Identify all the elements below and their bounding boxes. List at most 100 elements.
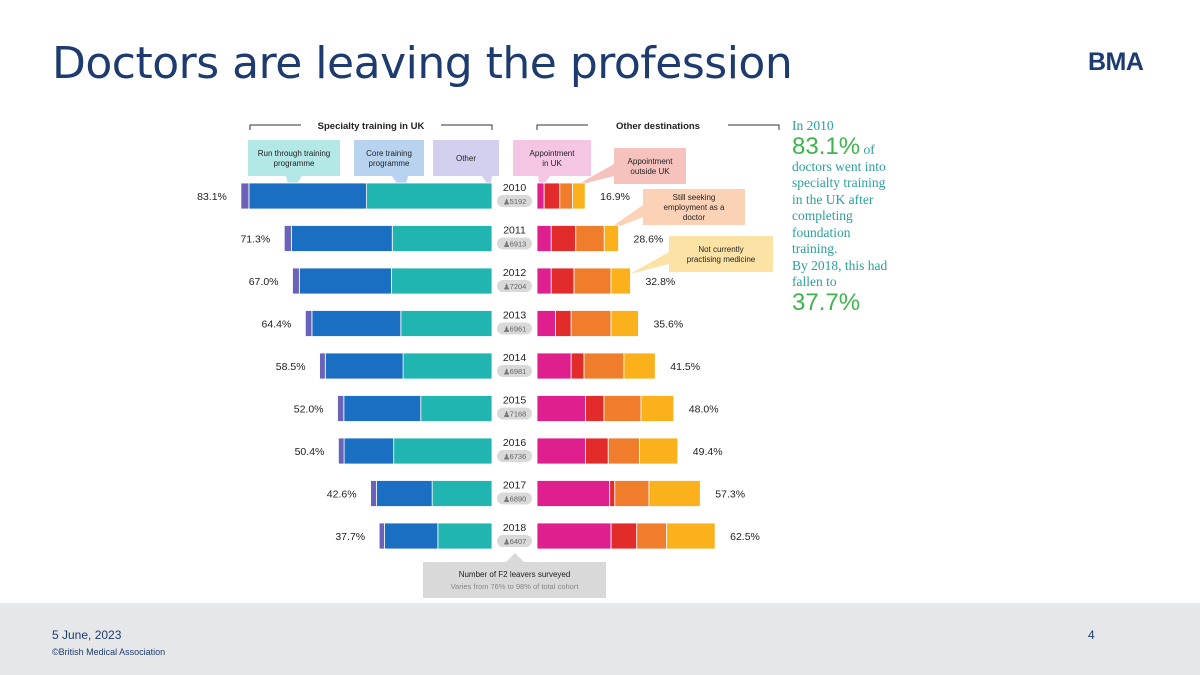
- right-total-label: 35.6%: [653, 319, 683, 331]
- bar-right-4: [639, 437, 679, 465]
- footer-bar: 5 June, 2023 ©British Medical Associatio…: [0, 603, 1200, 675]
- year-label: 2015: [503, 395, 527, 407]
- bar-right-1: [536, 437, 586, 465]
- bar-right-1: [536, 395, 586, 422]
- legend-still-seeking-box: [643, 189, 745, 225]
- footnote-subtitle: Varies from 76% to 98% of total cohort: [451, 582, 580, 591]
- bar-left-1: [390, 267, 493, 295]
- callout-of: of: [863, 141, 875, 157]
- bar-right-3: [614, 480, 650, 507]
- bar-left-3: [283, 225, 292, 252]
- bar-left-1: [402, 352, 493, 380]
- legend-core-training-box: [354, 140, 424, 176]
- bar-right-3: [603, 395, 642, 422]
- page-number: 4: [1088, 628, 1095, 642]
- legend-appt-uk-text: Appointment: [530, 149, 576, 158]
- bar-left-1: [420, 395, 493, 422]
- bar-right-1: [536, 310, 556, 337]
- bar-left-1: [366, 182, 493, 210]
- respondent-pill: [497, 195, 532, 207]
- respondent-count: 6981: [510, 367, 527, 376]
- legend-appt-outside-pointer: [575, 164, 614, 186]
- bar-right-2: [550, 267, 575, 295]
- legend-other-box: [433, 140, 499, 176]
- respondent-pill: [497, 237, 532, 250]
- bar-left-3: [378, 522, 385, 550]
- bar-right-4: [640, 395, 675, 422]
- callout-line1: In 2010: [792, 118, 834, 133]
- bar-right-2: [555, 310, 572, 337]
- bar-right-2: [610, 522, 638, 550]
- bar-right-4: [666, 522, 716, 550]
- bar-right-1: [536, 352, 572, 380]
- respondent-count: 6961: [510, 325, 527, 334]
- bar-right-2: [570, 352, 585, 380]
- left-total-label: 52.0%: [294, 404, 324, 416]
- bar-right-4: [572, 182, 586, 210]
- bar-right-4: [603, 225, 619, 252]
- legend-appt-outside-box: [614, 148, 686, 184]
- callout-big-2010: 83.1%: [792, 132, 861, 160]
- bar-left-3: [337, 395, 345, 422]
- right-total-label: 62.5%: [730, 531, 760, 543]
- bar-right-3: [575, 225, 605, 252]
- bma-logo: BMA: [1088, 48, 1144, 76]
- legend-core-training-text: Core training: [366, 149, 412, 158]
- year-label: 2011: [503, 225, 526, 237]
- legend-still-seeking-text: Still seeking: [673, 193, 716, 202]
- bar-left-3: [304, 310, 313, 337]
- bar-left-2: [248, 182, 368, 210]
- left-total-label: 37.7%: [335, 531, 365, 543]
- person-icon: ♟: [503, 495, 510, 504]
- respondent-count: 6407: [510, 537, 527, 546]
- footnote-title: Number of F2 leavers surveyed: [459, 570, 571, 579]
- bar-left-1: [400, 310, 493, 337]
- legend-not-practising-box: [669, 236, 773, 272]
- legend-appt-uk-box: [513, 140, 591, 176]
- right-group-label: Other destinations: [616, 121, 700, 132]
- person-icon: ♟: [503, 283, 510, 292]
- left-total-label: 50.4%: [295, 446, 325, 458]
- year-label: 2013: [503, 310, 527, 322]
- left-total-label: 67.0%: [249, 276, 279, 288]
- respondent-pill: [497, 365, 532, 377]
- bar-right-3: [570, 310, 612, 337]
- respondent-pill: [497, 407, 532, 420]
- bar-right-1: [536, 182, 545, 210]
- right-total-label: 49.4%: [693, 446, 723, 458]
- legend-not-practising-pointer: [630, 252, 669, 274]
- bar-left-2: [311, 310, 402, 337]
- bar-left-1: [437, 522, 493, 550]
- bar-right-2: [609, 480, 616, 507]
- respondent-pill: [497, 322, 532, 335]
- legend-not-practising-text: Not currently: [698, 245, 743, 254]
- summary-callout: In 2010 83.1% of doctors went into speci…: [792, 118, 892, 315]
- page-title: Doctors are leaving the profession: [52, 38, 793, 89]
- bar-right-1: [536, 225, 552, 252]
- callout-big-2018: 37.7%: [792, 288, 861, 316]
- bar-right-4: [648, 480, 701, 507]
- bar-right-2: [543, 182, 561, 210]
- bar-chart: Specialty training in UK Other destinatio…: [197, 121, 780, 598]
- bar-right-1: [536, 522, 612, 550]
- bar-left-2: [324, 352, 404, 380]
- respondent-count: 5192: [510, 197, 527, 206]
- bar-left-1: [431, 480, 493, 507]
- bar-left-3: [319, 352, 326, 380]
- person-icon: ♟: [503, 368, 510, 377]
- legend-still-seeking-text: employment as a: [664, 203, 725, 212]
- bar-right-2: [585, 395, 605, 422]
- bar-left-3: [337, 437, 345, 465]
- right-total-label: 57.3%: [715, 489, 745, 501]
- person-icon: ♟: [503, 453, 510, 462]
- left-group-label: Specialty training in UK: [318, 121, 425, 132]
- right-total-label: 48.0%: [689, 404, 719, 416]
- person-icon: ♟: [503, 410, 510, 419]
- bar-left-2: [298, 267, 392, 295]
- left-total-label: 83.1%: [197, 191, 227, 203]
- bar-right-2: [585, 437, 609, 465]
- person-icon: ♟: [503, 325, 510, 334]
- person-icon: ♟: [503, 240, 510, 249]
- person-icon: ♟: [503, 538, 510, 547]
- bar-right-1: [536, 267, 552, 295]
